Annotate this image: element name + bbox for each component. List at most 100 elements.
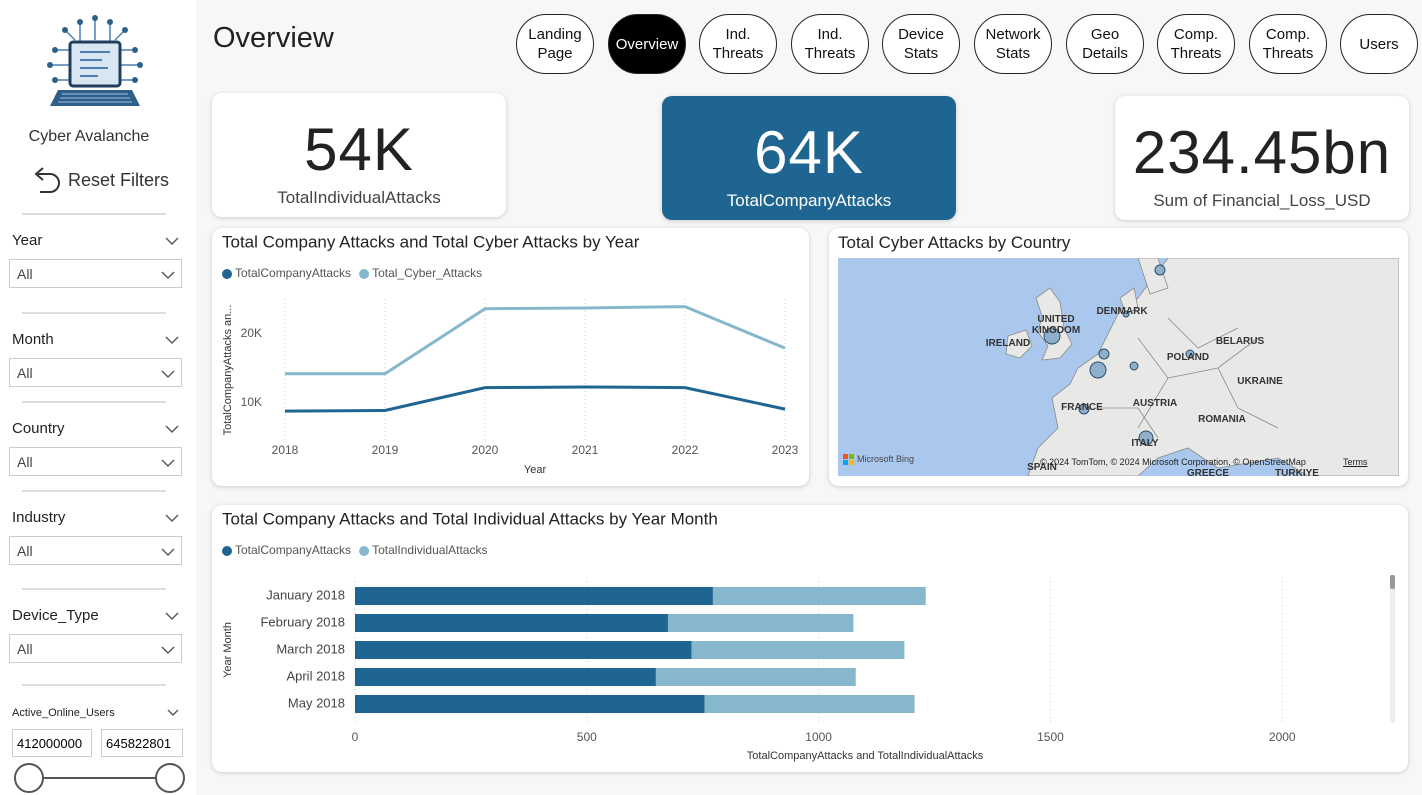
chevron[interactable]: [160, 547, 176, 557]
chevron[interactable]: [160, 458, 176, 468]
chevron-path: [161, 370, 175, 378]
x-tick-label: 0: [352, 730, 359, 744]
kpi-card: 64K TotalCompanyAttacks: [662, 96, 956, 220]
chevron[interactable]: [164, 513, 180, 523]
x-tick-label: 2019: [372, 443, 399, 457]
map-terms[interactable]: Terms: [1343, 457, 1368, 467]
chevron-path: [161, 271, 175, 279]
scrollbar-thumb[interactable]: [1390, 575, 1395, 589]
bar: [712, 587, 926, 605]
x-tick-label: 2022: [672, 443, 699, 457]
chevron-path: [165, 612, 179, 620]
sidebar: Cyber Avalanche Reset Filters Year All Mon…: [0, 0, 196, 795]
y-tick-label: 10K: [241, 395, 262, 409]
range-max[interactable]: 645822801: [101, 729, 183, 757]
separator: [22, 213, 166, 215]
legend-marker: [359, 546, 370, 556]
reset-icon[interactable]: [30, 164, 64, 196]
filter-dropdown[interactable]: All: [9, 536, 182, 565]
nav-button[interactable]: Network Stats: [974, 14, 1052, 74]
chevron-path: [161, 646, 175, 654]
kpi-label: Sum of Financial_Loss_USD: [1153, 191, 1371, 210]
y-tick-label: March 2018: [276, 641, 345, 656]
y-tick-label: May 2018: [288, 695, 345, 710]
x-tick-label: 2021: [572, 443, 599, 457]
nav-button[interactable]: Geo Details: [1066, 14, 1144, 74]
page-title: Overview: [213, 22, 334, 54]
logo: [47, 15, 143, 106]
y-axis-title: Year Month: [222, 622, 234, 678]
separator: [22, 401, 166, 403]
map-label: GREECE: [1186, 468, 1230, 476]
kpi-value: 64K: [754, 119, 864, 186]
chevron[interactable]: [160, 645, 176, 655]
chart-title: Total Company Attacks and Total Individu…: [222, 509, 718, 528]
x-tick-label: 1500: [1037, 730, 1064, 744]
legend-label: TotalIndividualAttacks: [372, 543, 487, 557]
separator: [22, 588, 166, 590]
legend-label: TotalCompanyAttacks: [235, 543, 351, 557]
map-label: UNITED KINGDOM: [1031, 314, 1081, 336]
legend-label: TotalCompanyAttacks: [235, 266, 351, 280]
chevron[interactable]: [164, 335, 180, 345]
nav-button[interactable]: Ind. Threats: [699, 14, 777, 74]
line-series: [284, 385, 786, 413]
nav-button[interactable]: Comp. Threats: [1249, 14, 1327, 74]
filter-dropdown[interactable]: All: [9, 259, 182, 288]
chevron[interactable]: [164, 611, 180, 621]
scrollbar-track[interactable]: [1390, 575, 1395, 723]
x-tick-label: 2020: [472, 443, 499, 457]
kpi-card: 54K TotalIndividualAttacks: [212, 93, 506, 217]
line-chart: Total Company Attacks and Total Cyber At…: [222, 232, 799, 476]
kpi-label: TotalIndividualAttacks: [277, 188, 441, 207]
reset-filters[interactable]: Reset Filters: [68, 170, 170, 190]
nav-button[interactable]: Overview: [608, 14, 686, 74]
chevron[interactable]: [164, 424, 180, 434]
range-min[interactable]: 412000000: [12, 729, 92, 757]
y-tick-label: January 2018: [266, 587, 345, 602]
map-label: ITALY: [1131, 438, 1159, 449]
map[interactable]: UNITED KINGDOM IRELAND DENMARK POLAND BELARU…: [838, 258, 1399, 476]
filter-dropdown[interactable]: All: [9, 358, 182, 387]
filter-label: Year: [12, 232, 43, 249]
map-attribution: © 2024 TomTom, © 2024 Microsoft Corporat…: [1040, 457, 1306, 467]
filter-dropdown[interactable]: All: [9, 447, 182, 476]
chevron[interactable]: [166, 708, 180, 718]
chevron-path: [161, 459, 175, 467]
separator: [22, 312, 166, 314]
nav-button[interactable]: Ind. Threats: [791, 14, 869, 74]
x-tick-label: 2018: [272, 443, 299, 457]
chevron[interactable]: [160, 369, 176, 379]
map-card: Total Cyber Attacks by Country: [829, 228, 1408, 486]
x-tick-label: 2023: [772, 443, 799, 457]
bar: [355, 614, 668, 632]
map-label: FRANCE: [1061, 402, 1103, 413]
map-label: UKRAINE: [1237, 376, 1283, 387]
legend-label: Total_Cyber_Attacks: [372, 266, 482, 280]
line-series: [285, 305, 786, 376]
separator: [22, 490, 166, 492]
nav-button[interactable]: Landing Page: [516, 14, 594, 74]
chevron[interactable]: [160, 270, 176, 280]
bar: [355, 695, 705, 713]
nav-button[interactable]: Comp. Threats: [1157, 14, 1235, 74]
map-label: IRELAND: [985, 338, 1031, 349]
bar: [691, 641, 905, 659]
y-tick-label: 20K: [241, 326, 262, 340]
chevron[interactable]: [164, 236, 180, 246]
nav-button[interactable]: Device Stats: [882, 14, 960, 74]
nav-button[interactable]: Users: [1340, 14, 1418, 74]
map-label: POLAND: [1166, 352, 1210, 363]
range-slider[interactable]: [10, 762, 188, 794]
x-axis-title: Year: [524, 464, 547, 476]
legend-marker: [222, 269, 232, 279]
map-title: Total Cyber Attacks by Country: [838, 233, 1071, 252]
bar: [704, 695, 915, 713]
bar: [355, 668, 656, 686]
bing-icon: [843, 454, 854, 465]
range-label: Active_Online_Users: [12, 707, 115, 719]
map-label: AUSTRIA: [1132, 398, 1178, 409]
filter-dropdown[interactable]: All: [9, 634, 182, 663]
chart-title: Total Company Attacks and Total Cyber At…: [222, 232, 640, 251]
filter-label: Month: [12, 331, 54, 348]
